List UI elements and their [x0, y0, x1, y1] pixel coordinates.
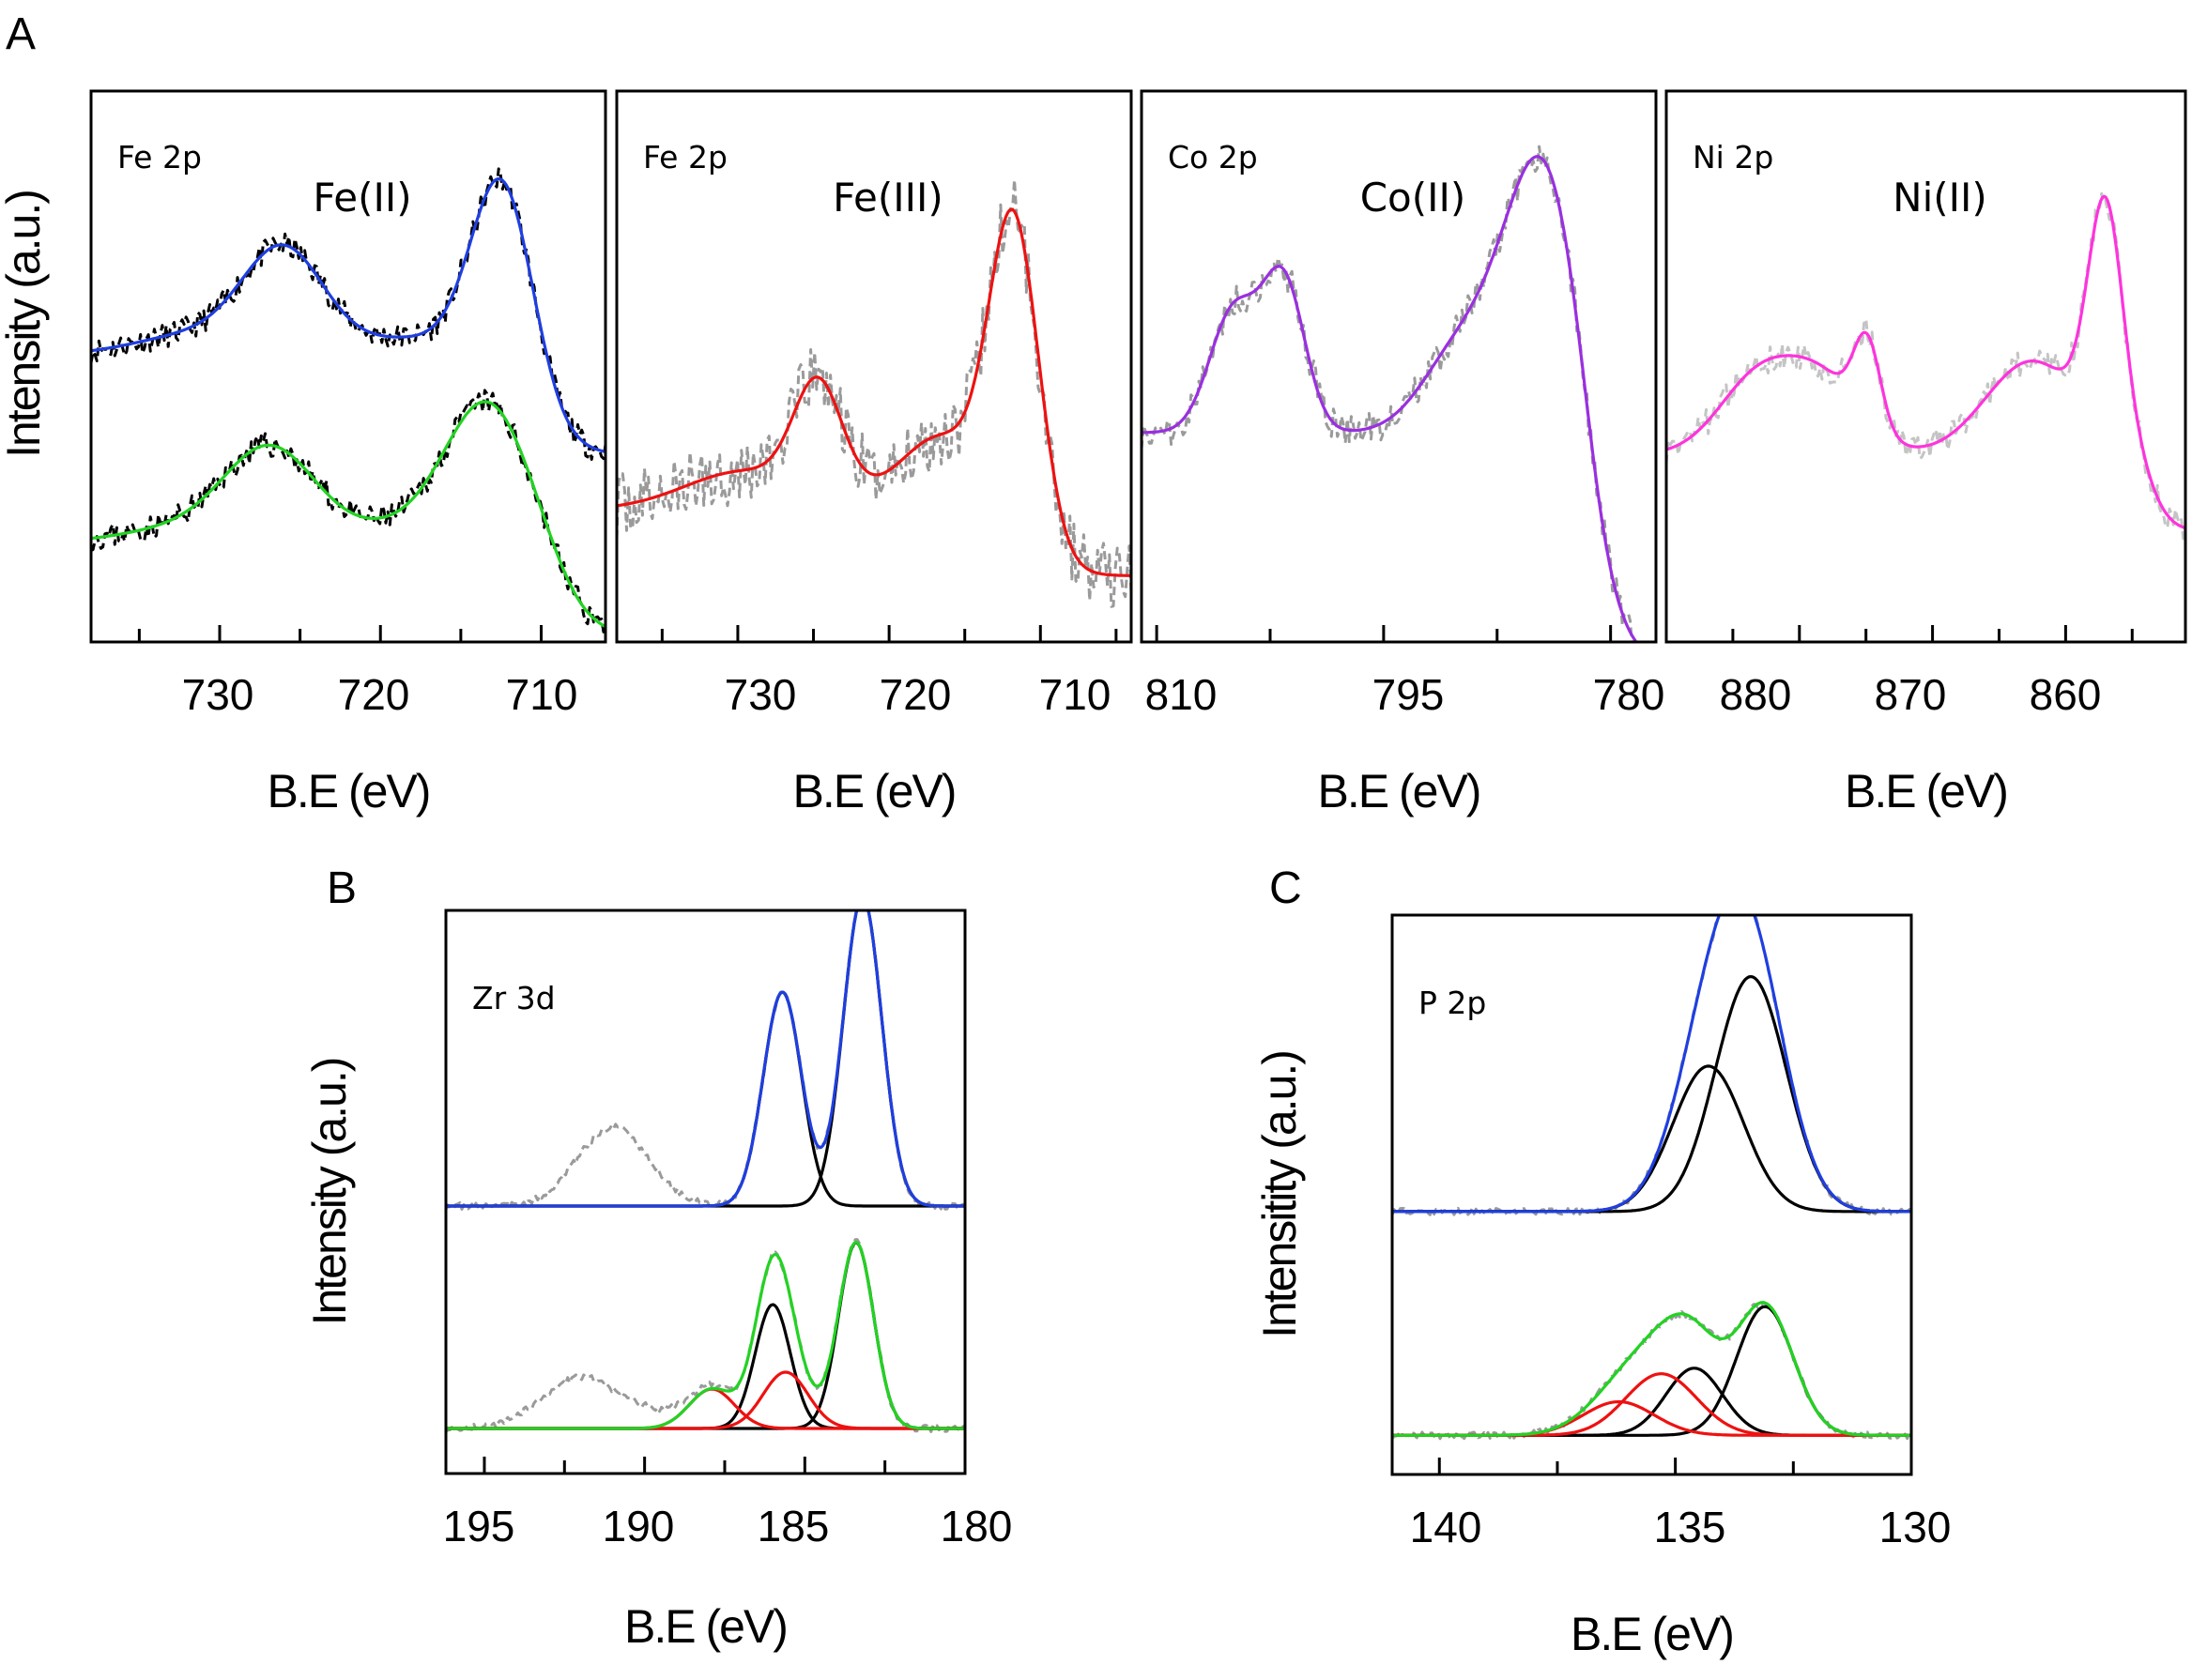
series-fit [1142, 155, 1638, 642]
chart-a2: 730 720 710 B.E (eV) Fe 2p Fe(III) [615, 89, 1133, 817]
element-label: Co 2p [1168, 139, 1258, 176]
element-label: Zr 3d [472, 980, 556, 1016]
x-tick-label: 140 [1410, 1503, 1482, 1551]
traces [446, 910, 965, 1433]
panel-label-a: A [6, 9, 36, 59]
x-tick-label: 185 [758, 1502, 830, 1550]
traces [1142, 145, 1638, 642]
x-tick-label: 780 [1593, 670, 1665, 719]
panel-label-b: B [327, 863, 357, 913]
plot-frame [1140, 89, 1658, 644]
chart-a3: 810 795 780 B.E (eV) Co 2p Co(II) [1140, 89, 1665, 817]
series-fit [617, 207, 1131, 577]
y-axis-label: Intensity (a.u.) [303, 1059, 356, 1326]
series-comp-bottom-3 [1392, 1372, 1911, 1437]
plot-frame [1390, 913, 1913, 1476]
series-comp-bottom-1 [1392, 1305, 1911, 1437]
series-raw-top [446, 910, 965, 1211]
x-tick-label: 135 [1654, 1503, 1726, 1551]
charts-layer: 730 720 710 B.E (eV) Intensity (a.u.) Fe 2p Fe… [0, 89, 2187, 1660]
x-tick-label: 180 [941, 1502, 1013, 1550]
x-tick-label: 195 [443, 1502, 515, 1550]
series-raw-bottom [446, 1238, 965, 1433]
series-comp-top-2 [446, 990, 965, 1208]
traces [1666, 191, 2185, 542]
x-axis-label: B.E (eV) [1318, 765, 1480, 817]
traces [617, 178, 1131, 608]
x-tick-label: 710 [506, 670, 578, 719]
x-tick-label: 190 [603, 1502, 675, 1550]
oxidation-state-title: Co(II) [1360, 175, 1466, 221]
plot-frame [615, 89, 1133, 644]
plot-frame [444, 909, 967, 1475]
series-fit [1666, 194, 2185, 530]
x-tick-label: 130 [1879, 1503, 1952, 1551]
chart-c: 140 135 130 B.E (eV) Intensitity (a.u.) P 2p [1253, 913, 1952, 1660]
x-tick-label: 810 [1145, 670, 1218, 719]
traces [91, 167, 605, 634]
series-comp-top-2 [1392, 1064, 1911, 1214]
x-tick-label: 730 [182, 670, 254, 719]
series-raw-top [91, 167, 605, 461]
plot-frame [1664, 89, 2187, 644]
x-tick-label: 795 [1372, 670, 1445, 719]
x-tick-label: 710 [1039, 670, 1111, 719]
element-label: Fe 2p [117, 139, 202, 176]
plot-frame [89, 89, 607, 644]
element-label: Ni 2p [1693, 139, 1773, 176]
x-axis-label: B.E (eV) [793, 765, 956, 817]
x-tick-label: 870 [1875, 670, 1947, 719]
chart-a4: 880 870 860 B.E (eV) Ni 2p Ni(II) [1664, 89, 2187, 817]
series-comp-top-1 [446, 910, 965, 1208]
oxidation-state-title: Fe(III) [833, 175, 943, 221]
traces [1392, 915, 1911, 1441]
x-tick-label: 880 [1720, 670, 1792, 719]
element-label: Fe 2p [643, 139, 728, 176]
series-comp-bottom-3 [446, 1370, 965, 1430]
series-fit-top [446, 910, 965, 1208]
series-fit-bottom [91, 400, 605, 629]
x-tick-label: 720 [338, 670, 410, 719]
panel-label-c: C [1269, 863, 1302, 913]
x-tick-label: 860 [2030, 670, 2102, 719]
series-raw [1142, 145, 1636, 642]
x-axis-label: B.E (eV) [1571, 1608, 1733, 1660]
x-tick-label: 730 [725, 670, 797, 719]
x-axis-label: B.E (eV) [268, 765, 430, 817]
series-fit-bottom [1392, 1301, 1911, 1437]
y-axis-label: Intensitity (a.u.) [1253, 1051, 1306, 1338]
x-axis-label: B.E (eV) [1845, 765, 2007, 817]
series-raw [617, 178, 1131, 608]
series-raw [1666, 191, 2185, 542]
element-label: P 2p [1418, 985, 1486, 1021]
oxidation-state-title: Fe(II) [313, 175, 411, 221]
oxidation-state-title: Ni(II) [1893, 175, 1987, 221]
series-fit-top [1392, 915, 1911, 1214]
series-comp-bottom-1 [446, 1241, 965, 1430]
x-axis-label: B.E (eV) [624, 1600, 787, 1653]
series-fit-bottom [446, 1240, 965, 1430]
x-tick-label: 720 [880, 670, 952, 719]
chart-a1: 730 720 710 B.E (eV) Intensity (a.u.) Fe 2p Fe… [0, 89, 607, 817]
series-comp-bottom-2 [1392, 1367, 1911, 1437]
series-raw-bottom [1392, 1301, 1911, 1441]
y-axis-label: Intensity (a.u.) [0, 191, 50, 458]
chart-b: 195 190 185 180 B.E (eV) Intensity (a.u.) Zr 3… [303, 909, 1013, 1653]
series-fit-top [91, 176, 605, 453]
